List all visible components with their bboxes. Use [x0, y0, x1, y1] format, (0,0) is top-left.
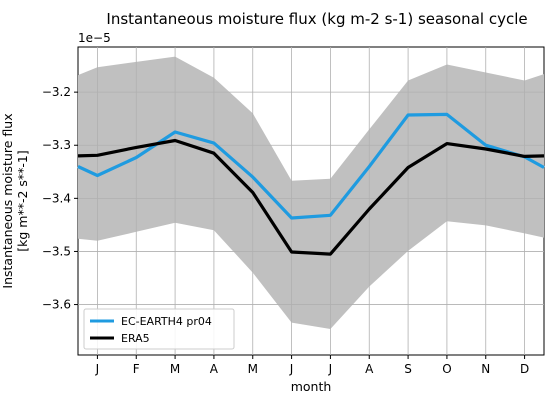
- y-tick-label: −3.5: [42, 244, 71, 258]
- x-tick-label: D: [520, 362, 529, 376]
- spread-band: [78, 56, 544, 329]
- x-tick-label: M: [170, 362, 180, 376]
- x-tick-label: J: [95, 362, 100, 376]
- chart-title: Instantaneous moisture flux (kg m-2 s-1)…: [106, 10, 527, 28]
- legend-label-ec-earth4: EC-EARTH4 pr04: [121, 315, 212, 328]
- series-layer: [77, 112, 545, 256]
- x-tick-label: A: [210, 362, 219, 376]
- x-tick-label: O: [442, 362, 451, 376]
- x-tick-label: F: [133, 362, 140, 376]
- x-tick-label: A: [365, 362, 374, 376]
- legend-box: [83, 308, 235, 350]
- y-tick-label: −3.2: [42, 85, 71, 99]
- x-tick-label: J: [328, 362, 333, 376]
- y-ticks: −3.2 −3.3 −3.4 −3.5 −3.6: [42, 85, 78, 312]
- y-offset-label: 1e−5: [78, 31, 111, 45]
- y-tick-label: −3.4: [42, 191, 71, 205]
- y-tick-label: −3.6: [42, 298, 71, 312]
- spread-band-layer: [78, 56, 544, 329]
- y-tick-label: −3.3: [42, 138, 71, 152]
- x-tick-label: S: [404, 362, 412, 376]
- y-axis-title: Instantaneous moisture flux [kg m**-2 s*…: [0, 113, 30, 288]
- plot-area: J F M A M J J A S O N D −3.2 −3.3 −3.4 −3.5 −3.6: [42, 46, 545, 376]
- x-tick-label: N: [481, 362, 490, 376]
- x-tick-label: J: [289, 362, 294, 376]
- series-line-1: [77, 138, 545, 256]
- x-axis-title: month: [291, 379, 332, 394]
- x-tick-label: M: [248, 362, 258, 376]
- grid-layer: [78, 47, 544, 355]
- legend: EC-EARTH4 pr04 ERA5: [83, 308, 235, 350]
- legend-label-era5: ERA5: [121, 332, 150, 345]
- y-axis-title-line-1: Instantaneous moisture flux: [0, 113, 15, 288]
- series-line-0: [77, 112, 545, 220]
- y-axis-title-line-2: [kg m**-2 s**-1]: [15, 150, 30, 252]
